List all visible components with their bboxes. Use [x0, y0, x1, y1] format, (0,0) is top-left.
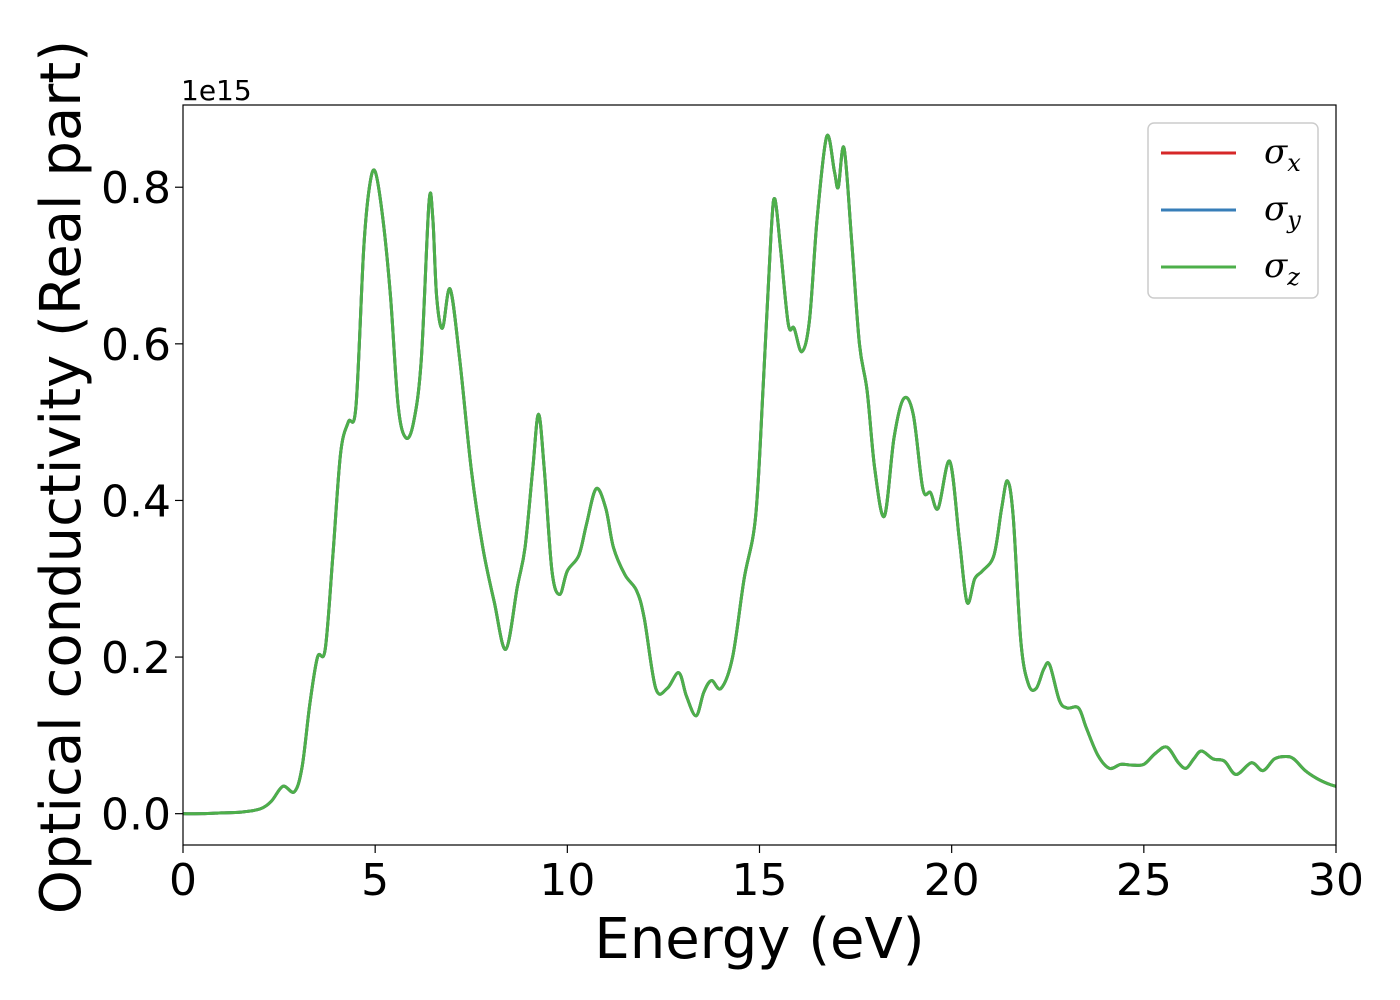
y-tick-label: 0.4: [101, 476, 171, 527]
x-axis-ticks: 0 5 10 15 20 25 30: [169, 845, 1364, 906]
x-tick-label: 30: [1308, 855, 1364, 906]
y-tick-label: 0.2: [101, 633, 171, 684]
series-line-z: [182, 133, 1337, 816]
y-tick-label: 0.0: [101, 790, 171, 841]
x-tick-label: 10: [539, 855, 595, 906]
y-axis-ticks: 0.0 0.2 0.4 0.6 0.8: [101, 163, 183, 841]
x-axis-title: Energy (eV): [594, 907, 924, 972]
x-tick-label: 20: [924, 855, 980, 906]
x-tick-label: 0: [169, 855, 197, 906]
legend-label-x: σx: [1264, 132, 1301, 177]
series-layer: [182, 133, 1337, 816]
legend-label-z: σz: [1264, 246, 1300, 291]
legend-label-y: σy: [1264, 189, 1301, 234]
y-tick-label: 0.6: [101, 320, 171, 371]
y-axis-title: Optical conductivity (Real part): [29, 40, 94, 914]
legend: σx σy σz: [1147, 122, 1319, 299]
x-tick-label: 5: [361, 855, 389, 906]
y-tick-label: 0.8: [101, 163, 171, 214]
y-axis-offset-label: 1e15: [181, 74, 252, 107]
x-tick-label: 15: [732, 855, 788, 906]
x-tick-label: 25: [1116, 855, 1172, 906]
